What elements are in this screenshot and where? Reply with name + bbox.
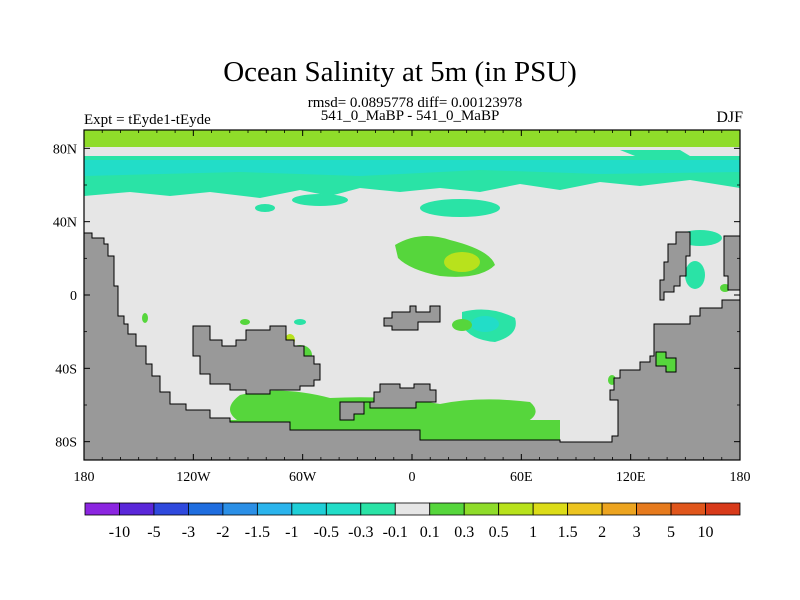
y-tick-label: 40S [55, 362, 77, 377]
contour-fill-north-pacific-patch [292, 194, 348, 206]
y-tick-label: 80S [55, 436, 77, 451]
contour-fill-gap [84, 150, 740, 156]
x-tick-label: 60W [289, 470, 317, 485]
colorbar-label: -3 [182, 524, 195, 541]
contour-fill-tropical-positive [452, 319, 472, 331]
experiment-label: Expt = tEyde1-tEyde [84, 112, 211, 128]
colorbar-label: -0.1 [383, 524, 408, 541]
x-tick-label: 180 [74, 470, 95, 485]
colorbar-label: -5 [147, 524, 160, 541]
colorbar-label: -2 [216, 524, 229, 541]
colorbar-label: -0.3 [348, 524, 373, 541]
colorbar-swatch [705, 502, 741, 516]
contour-fill-small-negative-2 [294, 319, 306, 325]
contour-fill-small-patch [255, 204, 275, 212]
contour-fill-small-positive-3 [240, 319, 250, 325]
chart-subtitle: 541_0_MaBP - 541_0_MaBP [320, 108, 500, 124]
land-mask-south-atlantic-island [339, 383, 437, 421]
contour-fill-west-pacific-patch-2 [685, 261, 705, 289]
colorbar-label: 1.5 [558, 524, 578, 541]
colorbar-swatch [463, 502, 500, 516]
colorbar-label: 10 [698, 524, 714, 541]
contour-fill-coastal-positive [655, 351, 677, 373]
colorbar-swatch [188, 502, 224, 516]
contour-fill-north-atlantic [420, 199, 500, 217]
colorbar-swatch [256, 502, 293, 516]
x-tick-label: 120W [176, 470, 211, 485]
map-plot-area [84, 130, 740, 460]
colorbar-swatch [394, 502, 431, 516]
colorbar-swatch [119, 502, 155, 516]
y-tick-label: 80N [53, 142, 77, 157]
colorbar-label: 2 [598, 524, 606, 541]
stats-text: rmsd= 0.0895778 diff= 0.00123978 [307, 95, 523, 111]
colorbar-swatch [532, 502, 569, 516]
x-tick-label: 180 [730, 470, 751, 485]
colorbar-label: -0.5 [314, 524, 339, 541]
colorbar-label: -1.5 [245, 524, 270, 541]
land-mask-pacific-island [192, 325, 321, 395]
x-tick-label: 0 [409, 470, 416, 485]
colorbar-label: -1 [285, 524, 298, 541]
colorbar-swatch [498, 502, 534, 516]
colorbar-label: -10 [109, 524, 130, 541]
y-tick-label: 0 [70, 289, 77, 304]
colorbar: -10 -5 -3 -2 -1.5 -1 -0.5 -0.3 -0.1 0.1 0.3 0.5 1 1.5… [84, 502, 741, 541]
land-mask-east-asia [659, 231, 691, 301]
colorbar-swatch [291, 502, 327, 516]
colorbar-label: 0.5 [489, 524, 509, 541]
colorbar-swatch [429, 502, 465, 516]
colorbar-swatch [222, 502, 258, 516]
land-mask-south [84, 232, 740, 460]
colorbar-swatch [84, 502, 120, 516]
y-tick-label: 40N [53, 216, 77, 231]
colorbar-swatch [636, 502, 672, 516]
land-mask-dateline [723, 235, 740, 291]
chart-title: Ocean Salinity at 5m (in PSU) [223, 56, 577, 88]
colorbar-swatch [360, 502, 396, 516]
colorbar-label: 3 [633, 524, 641, 541]
contour-fill-tropical-core [471, 316, 499, 332]
contour-fill-subtropical-peak [444, 252, 480, 272]
colorbar-label: 0.1 [420, 524, 440, 541]
colorbar-label: 0.3 [454, 524, 474, 541]
contour-fill-arctic-patch [620, 150, 690, 158]
x-tick-label: 120E [616, 470, 646, 485]
colorbar-label: 1 [529, 524, 537, 541]
colorbar-label: 5 [667, 524, 675, 541]
land-mask-equatorial-island [383, 305, 441, 331]
contour-fill-small-positive-2 [142, 313, 148, 323]
colorbar-swatch [325, 502, 362, 516]
contour-fill-arctic-positive [84, 130, 740, 147]
colorbar-swatch [567, 502, 603, 516]
colorbar-swatch [601, 502, 637, 516]
contour-fill-subpolar-core [84, 160, 740, 176]
season-label: DJF [716, 109, 743, 126]
colorbar-swatch [153, 502, 189, 516]
colorbar-swatch [670, 502, 706, 516]
x-tick-label: 60E [510, 470, 533, 485]
axis-ticks: 180 120W 60W 0 60E 120E 180 80N 40N 0 40S 80S [53, 130, 751, 485]
